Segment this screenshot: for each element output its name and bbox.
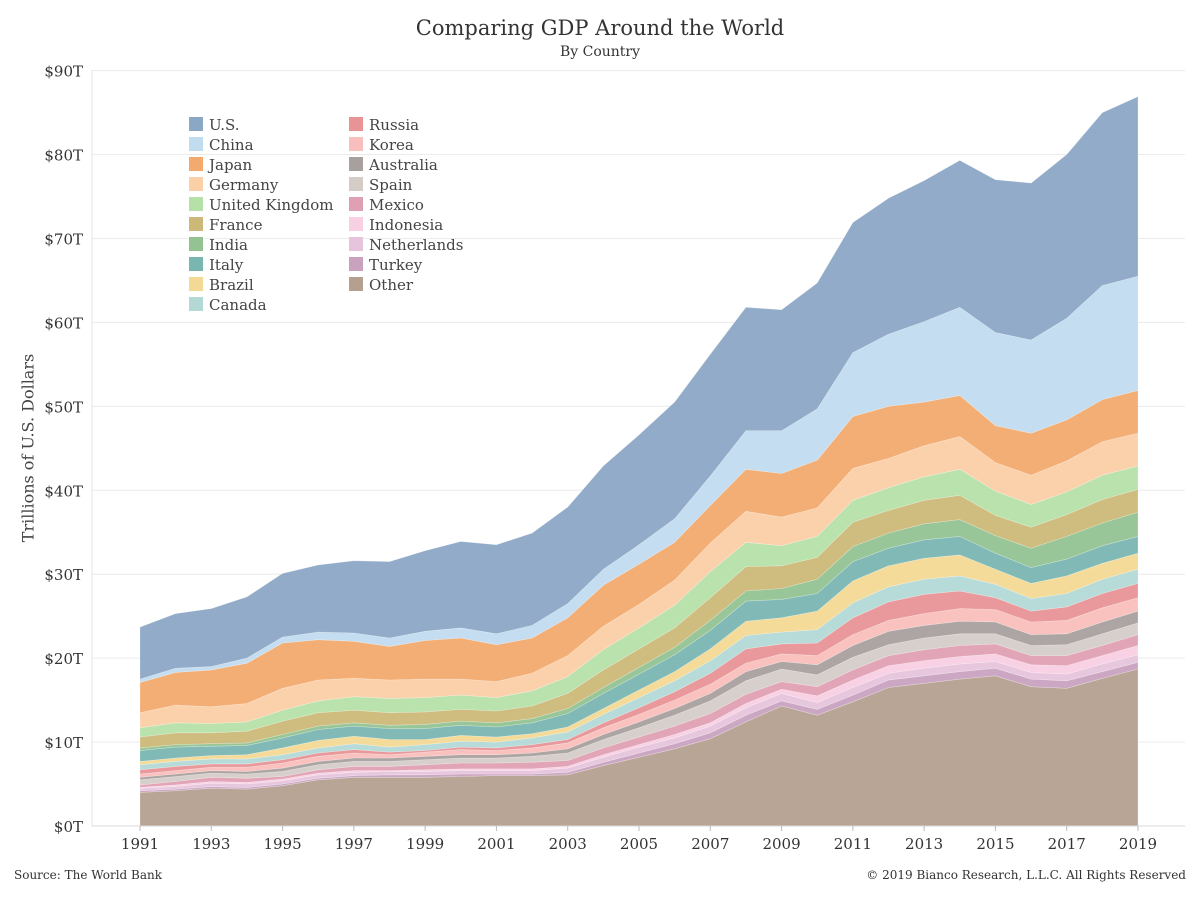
legend-label: Canada	[209, 296, 267, 314]
legend: U.S. China Japan Germany United Kingdom Franc…	[189, 116, 463, 314]
legend-label: U.S.	[209, 116, 240, 134]
y-tick-label: $80T	[44, 147, 83, 165]
chart-subtitle: By Country	[559, 44, 641, 60]
legend-label: Australia	[368, 156, 438, 174]
legend-label: Turkey	[369, 256, 423, 274]
legend-swatch	[189, 297, 203, 311]
legend-label: Japan	[207, 156, 253, 174]
legend-swatch	[189, 277, 203, 291]
y-tick-label: $10T	[44, 734, 83, 752]
legend-swatch	[189, 257, 203, 271]
legend-label: Spain	[369, 176, 413, 194]
copyright-note: © 2019 Bianco Research, L.L.C. All Right…	[866, 868, 1186, 882]
legend-label: Other	[369, 276, 414, 294]
y-tick-label: $40T	[44, 482, 83, 500]
area-russia	[139, 583, 1139, 775]
legend-label: Italy	[209, 256, 244, 274]
legend-swatch	[349, 157, 363, 171]
legend-label: Germany	[209, 176, 279, 194]
legend-swatch	[349, 177, 363, 191]
legend-label: Mexico	[369, 196, 424, 214]
chart-title: Comparing GDP Around the World	[415, 16, 785, 40]
legend-swatch	[189, 137, 203, 151]
x-tick-label: 2001	[477, 835, 515, 853]
legend-swatch	[189, 237, 203, 251]
legend-swatch	[349, 117, 363, 131]
y-tick-label: $20T	[44, 650, 83, 668]
y-tick-label: $50T	[44, 398, 83, 416]
legend-label: Brazil	[209, 276, 254, 294]
legend-label: Indonesia	[369, 216, 443, 234]
legend-label: Korea	[369, 136, 414, 154]
area-italy	[139, 536, 1139, 762]
area-korea	[139, 597, 1139, 778]
legend-swatch	[349, 197, 363, 211]
legend-swatch	[349, 277, 363, 291]
legend-label: India	[209, 236, 248, 254]
legend-swatch	[189, 177, 203, 191]
legend-swatch	[349, 137, 363, 151]
y-axis: $0T $10T $20T $30T $40T $50T $60T $70T $80T $90T	[44, 63, 83, 836]
y-tick-label: $60T	[44, 314, 83, 332]
legend-swatch	[349, 257, 363, 271]
legend-label: China	[209, 136, 254, 154]
y-tick-label: $70T	[44, 230, 83, 248]
x-tick-label: 2015	[976, 835, 1014, 853]
legend-swatch	[349, 237, 363, 251]
legend-swatch	[189, 217, 203, 231]
y-tick-label: $30T	[44, 566, 83, 584]
legend-label: Netherlands	[369, 236, 463, 254]
x-tick-label: 2011	[834, 835, 872, 853]
area-united-kingdom	[139, 465, 1139, 738]
legend-label: France	[209, 216, 263, 234]
legend-swatch	[189, 197, 203, 211]
area-germany	[139, 432, 1139, 729]
legend-label: United Kingdom	[209, 196, 334, 214]
area-india	[139, 511, 1139, 751]
area-u-s	[139, 96, 1139, 680]
y-tick-label: $0T	[54, 818, 83, 836]
x-tick-label: 2009	[762, 835, 800, 853]
x-tick-label: 2005	[620, 835, 658, 853]
legend-swatch	[349, 217, 363, 231]
legend-swatch	[189, 117, 203, 131]
x-tick-label: 1997	[335, 835, 373, 853]
area-france	[139, 489, 1139, 749]
x-tick-label: 1993	[192, 835, 230, 853]
x-tick-label: 2017	[1048, 835, 1086, 853]
x-tick-label: 2003	[549, 835, 587, 853]
x-tick-label: 2007	[691, 835, 729, 853]
x-tick-label: 1995	[263, 835, 301, 853]
legend-label: Russia	[369, 116, 419, 134]
x-tick-label: 2013	[905, 835, 943, 853]
source-note: Source: The World Bank	[14, 868, 163, 882]
x-axis: 1991 1993 1995 1997 1999 2001 2003 2005 2007 2009…	[92, 825, 1185, 853]
x-tick-label: 2019	[1119, 835, 1157, 853]
y-tick-label: $90T	[44, 63, 83, 81]
legend-swatch	[189, 157, 203, 171]
x-tick-label: 1999	[406, 835, 444, 853]
x-tick-label: 1991	[121, 835, 159, 853]
